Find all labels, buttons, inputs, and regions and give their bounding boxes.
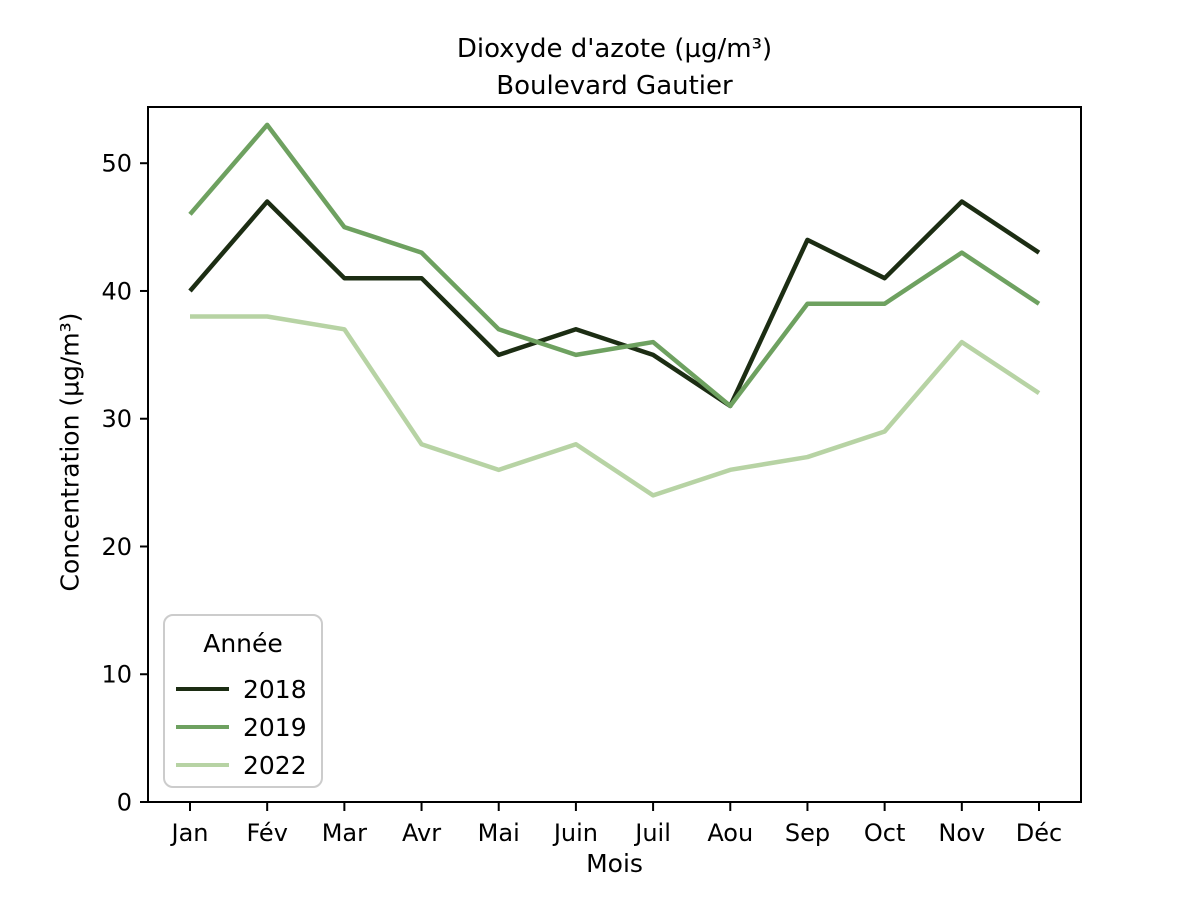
axes-frame: [147, 106, 1082, 803]
legend-line-swatch: [176, 686, 229, 692]
chart-title-line1: Dioxyde d'azote (µg/m³): [456, 34, 773, 64]
legend-item-label: 2018: [243, 674, 307, 704]
chart-title-line2: Boulevard Gautier: [496, 71, 733, 101]
x-tick-label: Avr: [402, 819, 441, 847]
x-tick-label: Juin: [552, 819, 598, 847]
legend-item-2018: 2018: [165, 670, 321, 708]
legend-line-swatch: [176, 762, 229, 768]
x-tick-label: Déc: [1016, 819, 1062, 847]
chart-title: Dioxyde d'azote (µg/m³) Boulevard Gautie…: [148, 31, 1081, 105]
y-axis-label: Concentration (µg/m³): [55, 312, 85, 592]
legend: Année 2018 2019 2022: [163, 614, 323, 788]
x-tick-label: Jan: [170, 819, 209, 847]
x-tick-label: Fév: [246, 819, 287, 847]
x-tick-label: Mai: [478, 819, 520, 847]
y-tick-label: 10: [101, 661, 132, 689]
series-line-2019: [188, 122, 1041, 409]
legend-item-2022: 2022: [165, 746, 321, 784]
legend-item-label: 2019: [243, 712, 307, 742]
x-tick-label: Aou: [707, 819, 753, 847]
legend-item-label: 2022: [243, 750, 307, 780]
x-tick-label: Juil: [633, 819, 671, 847]
series-line-2022: [190, 314, 1041, 498]
x-tick-label: Sep: [785, 819, 830, 847]
x-axis-label: Mois: [586, 849, 643, 878]
series-line-2018: [188, 199, 1041, 409]
legend-title: Année: [203, 629, 283, 658]
y-tick-label: 30: [101, 405, 132, 433]
y-tick-label: 40: [101, 277, 132, 305]
legend-line-swatch: [176, 724, 229, 730]
x-tick-label: Nov: [938, 819, 985, 847]
legend-item-2019: 2019: [165, 708, 321, 746]
x-tick-label: Mar: [322, 819, 367, 847]
x-tick-label: Oct: [864, 819, 906, 847]
legend-items: 2018 2019 2022: [165, 670, 321, 784]
y-tick-label: 20: [101, 533, 132, 561]
y-tick-label: 50: [101, 150, 132, 178]
y-tick-label: 0: [117, 789, 132, 817]
